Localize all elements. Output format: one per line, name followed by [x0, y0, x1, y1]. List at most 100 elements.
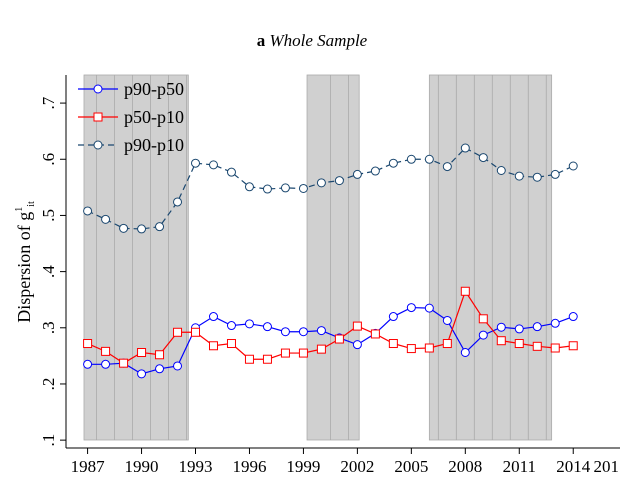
series-line [87, 289, 574, 364]
legend-marker [93, 112, 103, 122]
point [316, 326, 326, 336]
point [334, 176, 344, 186]
point [208, 312, 218, 322]
point [568, 341, 578, 351]
point [514, 339, 524, 349]
point [101, 359, 111, 369]
point [388, 158, 398, 168]
point [101, 346, 111, 356]
point [424, 154, 434, 164]
point [388, 339, 398, 349]
point [280, 183, 290, 193]
point [478, 330, 488, 340]
point [226, 321, 236, 331]
point [262, 354, 272, 364]
y-tick-label: .5 [39, 209, 58, 222]
point [137, 224, 147, 234]
legend-marker [93, 140, 103, 150]
point [83, 339, 93, 349]
point [316, 344, 326, 354]
point [244, 319, 254, 329]
point [406, 344, 416, 354]
point [191, 327, 201, 337]
point [298, 327, 308, 337]
point [119, 358, 129, 368]
title-label: a [257, 31, 266, 50]
shaded-period [428, 74, 553, 441]
point [568, 312, 578, 322]
point [442, 339, 452, 349]
point [262, 184, 272, 194]
shaded-period [83, 74, 189, 441]
point [442, 162, 452, 172]
y-label-sup: 1 [14, 207, 25, 212]
x-tick-label: 1987 [71, 457, 106, 476]
point [424, 343, 434, 353]
point [101, 214, 111, 224]
x-tick-label: 1990 [125, 457, 159, 476]
y-tick-label: .2 [39, 378, 58, 391]
point [442, 315, 452, 325]
x-tick-label: 1996 [232, 457, 266, 476]
point [514, 324, 524, 334]
point [532, 322, 542, 332]
chart-title: a Whole Sample [257, 31, 368, 50]
x-tick-label: 2002 [340, 457, 374, 476]
x-tick-label: 201 [594, 457, 620, 476]
point [298, 348, 308, 358]
point [280, 348, 290, 358]
point [226, 167, 236, 177]
point [496, 322, 506, 332]
title-text: Whole Sample [270, 31, 368, 50]
point [550, 169, 560, 179]
y-tick-label: .4 [39, 265, 58, 278]
point [478, 153, 488, 163]
point [173, 197, 183, 207]
point [550, 343, 560, 353]
point [155, 222, 165, 232]
point [244, 182, 254, 192]
point [478, 314, 488, 324]
point [550, 318, 560, 328]
point [532, 172, 542, 182]
point [155, 350, 165, 360]
point [137, 369, 147, 379]
point [83, 359, 93, 369]
point [406, 303, 416, 313]
series [83, 143, 578, 234]
legend-label: p90-p50 [124, 79, 184, 99]
x-tick-label: 1999 [286, 457, 320, 476]
point [119, 223, 129, 233]
point [352, 321, 362, 331]
y-tick-label: .1 [39, 434, 58, 447]
point [424, 303, 434, 313]
point [514, 171, 524, 181]
point [208, 160, 218, 170]
point [532, 341, 542, 351]
y-tick-label: .6 [39, 153, 58, 166]
y-label-text: Dispersion of g [14, 212, 34, 323]
series-line [87, 147, 574, 230]
point [370, 329, 380, 339]
point [83, 206, 93, 216]
point [173, 361, 183, 371]
point [496, 336, 506, 346]
point [173, 327, 183, 337]
x-tick-label: 2008 [448, 457, 482, 476]
point [460, 286, 470, 296]
series-line [87, 306, 574, 375]
point [334, 334, 344, 344]
x-tick-label: 2005 [394, 457, 428, 476]
point [298, 183, 308, 193]
point [208, 341, 218, 351]
point [226, 339, 236, 349]
point [191, 158, 201, 168]
point [460, 348, 470, 358]
point [155, 364, 165, 374]
point [496, 165, 506, 175]
legend-label: p50-p10 [124, 107, 184, 127]
x-tick-label: 2011 [503, 457, 536, 476]
point [352, 169, 362, 179]
point [316, 178, 326, 188]
